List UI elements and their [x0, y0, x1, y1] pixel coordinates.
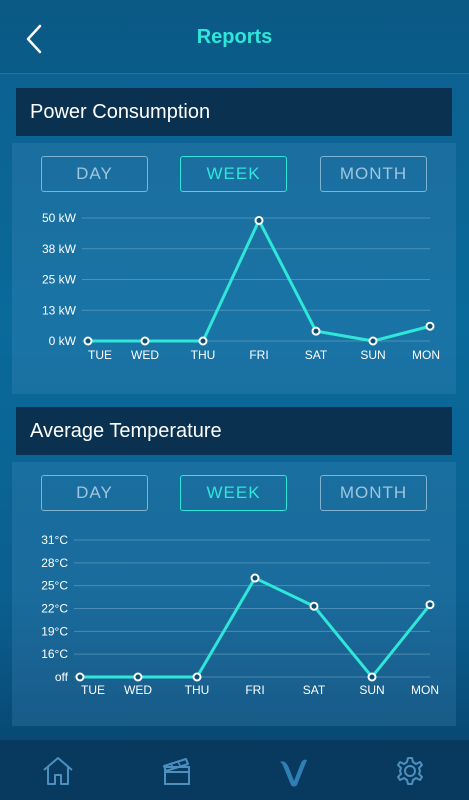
power-x-tick-label: SAT — [305, 348, 328, 362]
temp-data-point — [250, 573, 260, 583]
temperature-tab-month[interactable]: MONTH — [320, 475, 427, 511]
power-data-point — [254, 215, 264, 225]
chevron-left-icon — [26, 24, 42, 54]
temp-data-point — [425, 600, 435, 610]
temp-y-tick-label: 22°C — [41, 602, 68, 616]
temp-y-tick-label: 25°C — [41, 579, 68, 593]
temp-x-tick-label: TUE — [81, 683, 105, 697]
temp-x-tick-label: FRI — [245, 683, 264, 697]
temp-x-tick-label: SUN — [359, 683, 384, 697]
temperature-tab-week[interactable]: WEEK — [180, 475, 287, 511]
power-y-tick-label: 50 kW — [42, 211, 77, 225]
power-x-tick-label: THU — [191, 348, 216, 362]
power-tab-month[interactable]: MONTH — [320, 156, 427, 192]
power-chart: 0 kW 13 kW 25 kW 38 kW 50 kW TUE WED THU FRI SAT S… — [42, 211, 440, 362]
temperature-section-title: Average Temperature — [16, 407, 452, 455]
temperature-tab-day[interactable]: DAY — [41, 475, 148, 511]
power-y-tick-label: 38 kW — [42, 242, 77, 256]
bottom-nav-bar — [0, 740, 469, 800]
back-button[interactable] — [20, 22, 50, 56]
power-tab-day[interactable]: DAY — [41, 156, 148, 192]
temp-x-tick-label: WED — [124, 683, 152, 697]
brand-logo-icon — [280, 759, 307, 787]
temperature-chart: off 16°C 19°C 22°C 25°C 28°C 31°C TUE WED THU FRI S… — [41, 533, 439, 697]
nav-brand-button[interactable] — [276, 754, 312, 788]
power-data-point — [83, 336, 93, 346]
temp-y-tick-label: off — [55, 670, 69, 684]
temp-x-tick-label: SAT — [303, 683, 326, 697]
power-y-tick-label: 25 kW — [42, 273, 77, 287]
power-data-point — [368, 336, 378, 346]
app-header: Reports — [0, 0, 469, 74]
temp-y-tick-label: 31°C — [41, 533, 68, 547]
temp-series-line — [80, 576, 432, 679]
temp-data-point — [75, 672, 85, 682]
power-x-tick-label: WED — [131, 348, 159, 362]
power-panel: DAY WEEK MONTH 0 kW 13 kW 25 kW 38 kW 50 kW T… — [12, 143, 456, 394]
home-icon — [43, 757, 73, 785]
power-y-tick-label: 13 kW — [42, 303, 77, 317]
temp-data-point — [133, 672, 143, 682]
temp-y-tick-label: 19°C — [41, 624, 68, 638]
power-x-tick-label: SUN — [360, 348, 385, 362]
page-title: Reports — [196, 26, 273, 48]
nav-scenes-button[interactable] — [159, 754, 195, 788]
temp-y-tick-label: 16°C — [41, 647, 68, 661]
temp-x-tick-label: MON — [411, 683, 439, 697]
power-x-tick-label: FRI — [249, 348, 268, 362]
power-section-title: Power Consumption — [16, 88, 452, 136]
power-x-tick-label: MON — [412, 348, 440, 362]
temp-y-tick-label: 28°C — [41, 556, 68, 570]
power-tab-week[interactable]: WEEK — [180, 156, 287, 192]
temp-data-point — [192, 672, 202, 682]
power-data-point — [140, 336, 150, 346]
power-y-tick-label: 0 kW — [49, 334, 77, 348]
power-series-line — [88, 218, 431, 343]
gear-icon — [397, 757, 423, 785]
power-data-point — [425, 321, 435, 331]
power-data-point — [311, 326, 321, 336]
nav-settings-button[interactable] — [392, 754, 428, 788]
temp-x-tick-label: THU — [185, 683, 210, 697]
clapperboard-icon — [163, 758, 190, 785]
temperature-panel: DAY WEEK MONTH off 16°C 19°C 22°C 25°C 28°C 31… — [12, 462, 456, 726]
temp-data-point — [309, 601, 319, 611]
power-x-tick-label: TUE — [88, 348, 112, 362]
power-data-point — [198, 336, 208, 346]
nav-home-button[interactable] — [40, 754, 76, 788]
temp-data-point — [367, 672, 377, 682]
